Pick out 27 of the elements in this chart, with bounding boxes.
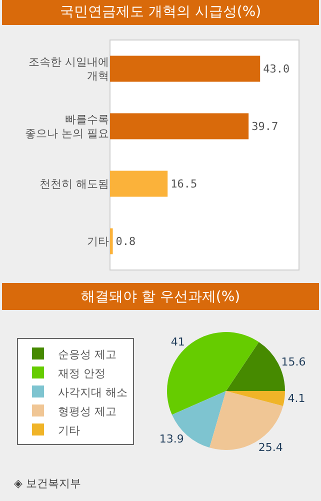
- pie-slice: [210, 391, 284, 450]
- pie-slice: [226, 391, 285, 406]
- chart-title: 해결돼야 할 우선과제(%): [81, 289, 240, 305]
- chart-title: 국민연금제도 개혁의 시급성(%): [60, 4, 262, 20]
- data-label: 4.1: [288, 392, 306, 406]
- legend-label: 사각지대 해소: [58, 386, 128, 399]
- y-tick-label: 조속한 시일내에 개혁: [28, 55, 109, 83]
- bar: [110, 56, 260, 82]
- text: ◈ 보건복지부: [14, 477, 81, 490]
- bar: [110, 228, 113, 254]
- bar: [110, 170, 168, 197]
- data-label: 43.0: [263, 62, 290, 76]
- data-label: 13.9: [159, 432, 184, 446]
- data-label: 39.7: [252, 120, 278, 133]
- data-label: 16.5: [170, 177, 198, 190]
- data-label: 15.6: [281, 355, 306, 368]
- data-label: 25.4: [258, 440, 283, 454]
- pie-slice: [167, 332, 259, 415]
- data-label: 41: [170, 335, 185, 348]
- legend-label: 재정 안정: [58, 366, 106, 380]
- legend-label: 순응성 제고: [58, 348, 116, 361]
- legend-label: 형평성 제고: [58, 404, 116, 418]
- y-tick-label: 천천히 해도됨: [40, 178, 109, 191]
- y-tick-label: 빠를수록 좋으나 논의 필요: [25, 112, 109, 140]
- bar: [110, 113, 249, 140]
- data-label: 0.8: [116, 234, 136, 248]
- y-tick-label: 기타: [87, 235, 109, 248]
